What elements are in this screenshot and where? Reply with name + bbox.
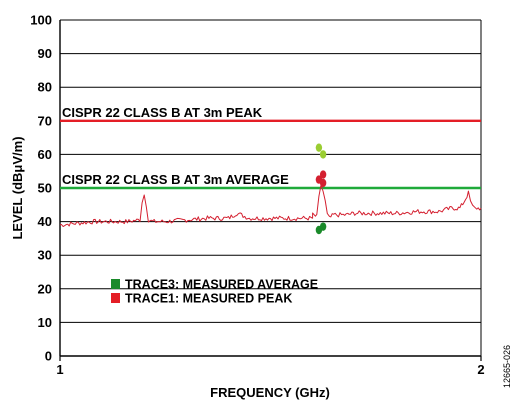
legend-label-0: TRACE3: MEASURED AVERAGE: [125, 278, 318, 292]
y-tick-label-30: 30: [38, 248, 52, 263]
y-tick-label-0: 0: [45, 349, 52, 364]
limit-label-50: CISPR 22 CLASS B AT 3m AVERAGE: [62, 172, 289, 187]
y-tick-label-70: 70: [38, 113, 52, 128]
marker-2-1: [319, 150, 327, 159]
legend-swatch-1: [111, 293, 120, 303]
limit-lines: CISPR 22 CLASS B AT 3m PEAK CISPR 22 CLAS…: [60, 105, 481, 190]
legend-swatch-0: [111, 279, 120, 289]
y-tick-label-90: 90: [38, 46, 52, 61]
y-axis-title: LEVEL (dBμV/m): [10, 136, 25, 239]
legend-label-1: TRACE1: MEASURED PEAK: [125, 292, 292, 306]
marker-1-1: [319, 222, 327, 231]
limit-label-70: CISPR 22 CLASS B AT 3m PEAK: [62, 105, 263, 120]
y-tick-label-40: 40: [38, 214, 52, 229]
y-tick-label-80: 80: [38, 80, 52, 95]
traces: [59, 184, 482, 227]
tick-labels: 0 10 20 30 40 50 60 70 80 90 100 1 2: [30, 13, 484, 378]
y-tick-label-100: 100: [30, 13, 52, 28]
y-tick-label-50: 50: [38, 181, 52, 196]
x-tick-label-1: 1: [56, 362, 63, 377]
marker-2-0: [315, 143, 323, 152]
y-tick-label-10: 10: [38, 315, 52, 330]
measurement-markers: [315, 143, 327, 235]
x-tick-label-2: 2: [477, 362, 484, 377]
marker-0-1: [319, 170, 327, 179]
marker-0-2: [319, 178, 327, 188]
trace-line-0: [59, 184, 482, 227]
figure-id: 12665-026: [502, 345, 512, 388]
x-axis-title: FREQUENCY (GHz): [210, 385, 330, 400]
y-tick-label-60: 60: [38, 147, 52, 162]
y-tick-label-20: 20: [38, 281, 52, 296]
